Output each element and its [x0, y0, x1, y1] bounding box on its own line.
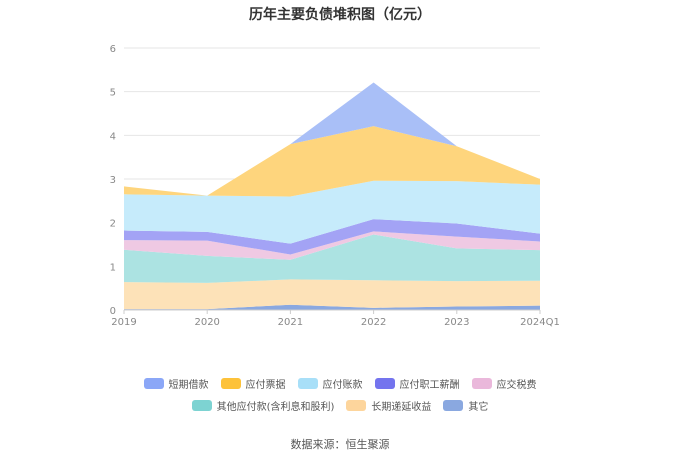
legend-item[interactable]: 其它 [443, 398, 488, 413]
area-series [124, 82, 540, 310]
area-应付票据 [124, 126, 540, 197]
area-长期递延收益 [124, 279, 540, 310]
area-其它 [124, 304, 540, 310]
legend-label: 短期借款 [168, 380, 209, 391]
x-tick-label: 2022 [361, 317, 386, 328]
legend-label: 应付票据 [245, 380, 286, 391]
legend-swatch [220, 378, 241, 389]
legend-row-1: 短期借款 应付票据 应付账款 应付职工薪酬 应交税费 [0, 376, 680, 391]
area-应付职工薪酬 [124, 219, 540, 255]
x-tick-label: 2024Q1 [520, 317, 560, 328]
stacked-area-plot: 0 1 2 3 4 5 6 2019 2020 2021 2022 2023 2024Q1 [110, 44, 560, 328]
y-tick-label: 5 [110, 88, 116, 99]
legend: 短期借款 应付票据 应付账款 应付职工薪酬 应交税费 其他应付款(含利息和股利) 长期递延… [0, 376, 680, 420]
legend-swatch [297, 378, 318, 389]
area-其他应付款(含利息和股利) [124, 234, 540, 283]
y-tick-label: 6 [110, 44, 116, 55]
legend-label: 其它 [468, 402, 489, 413]
area-应交税费 [124, 231, 540, 260]
legend-label: 应交税费 [496, 380, 537, 391]
legend-item[interactable]: 其他应付款(含利息和股利) [191, 398, 335, 413]
legend-swatch [346, 400, 367, 411]
legend-item[interactable]: 应付账款 [297, 376, 363, 391]
legend-item[interactable]: 长期递延收益 [346, 398, 431, 413]
axes: 0 1 2 3 4 5 6 2019 2020 2021 2022 2023 2024Q1 [110, 44, 560, 328]
chart-title: 历年主要负债堆积图（亿元） [249, 7, 431, 23]
y-tick-label: 3 [110, 175, 116, 186]
legend-row-2: 其他应付款(含利息和股利) 长期递延收益 其它 [0, 398, 680, 413]
legend-label: 应付职工薪酬 [399, 380, 460, 391]
legend-item[interactable]: 应付票据 [220, 376, 286, 391]
legend-swatch [374, 378, 395, 389]
legend-swatch [471, 378, 492, 389]
legend-label: 长期递延收益 [371, 402, 432, 413]
legend-item[interactable]: 短期借款 [143, 376, 209, 391]
data-source: 数据来源：恒生聚源 [290, 438, 390, 451]
y-tick-label: 2 [110, 219, 116, 230]
x-tick-label: 2020 [194, 317, 219, 328]
legend-label: 应付账款 [322, 380, 363, 391]
legend-item[interactable]: 应交税费 [471, 376, 537, 391]
area-应付账款 [124, 180, 540, 244]
x-tick-label: 2023 [444, 317, 469, 328]
y-tick-label: 1 [110, 262, 116, 273]
y-tick-label: 4 [110, 131, 116, 142]
x-tick-label: 2021 [278, 317, 303, 328]
legend-swatch [443, 400, 464, 411]
y-tick-label: 0 [110, 306, 116, 317]
legend-label: 其他应付款(含利息和股利) [216, 402, 335, 413]
legend-item[interactable]: 应付职工薪酬 [374, 376, 460, 391]
legend-swatch [143, 378, 164, 389]
legend-swatch [191, 400, 212, 411]
x-tick-label: 2019 [111, 317, 136, 328]
